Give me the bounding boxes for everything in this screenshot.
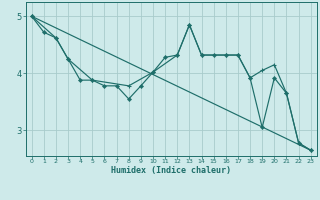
X-axis label: Humidex (Indice chaleur): Humidex (Indice chaleur)	[111, 166, 231, 175]
